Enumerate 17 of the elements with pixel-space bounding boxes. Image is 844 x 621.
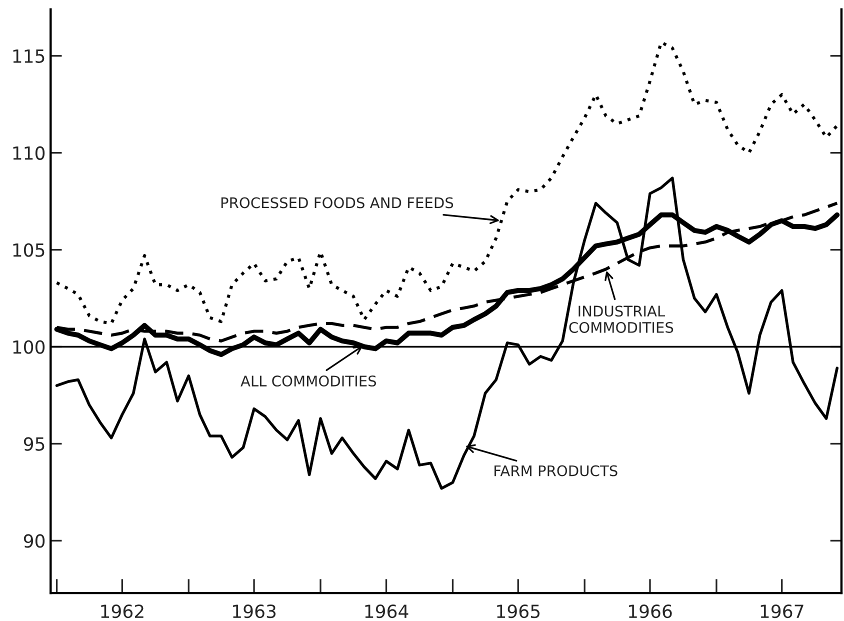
annotation: INDUSTRIAL COMMODITIES bbox=[569, 306, 674, 333]
annotation: PROCESSED FOODS AND FEEDS bbox=[221, 197, 454, 208]
x-tick-label: 1964 bbox=[365, 604, 408, 618]
annotation: ALL COMMODITIES bbox=[240, 376, 376, 387]
y-tick-label: 100 bbox=[13, 340, 45, 354]
x-tick-label: 1966 bbox=[629, 604, 672, 618]
y-tick-label: 90 bbox=[24, 534, 45, 548]
x-tick-label: 1967 bbox=[760, 604, 804, 618]
y-tick-label: 110 bbox=[13, 146, 45, 160]
line-series bbox=[55, 176, 839, 490]
x-tick-label: 1963 bbox=[233, 604, 276, 618]
y-tick-label: 95 bbox=[24, 437, 44, 451]
annotation: FARM PRODUCTS bbox=[494, 465, 618, 476]
x-tick-label: 1962 bbox=[101, 604, 144, 618]
y-tick-label: 115 bbox=[13, 50, 44, 63]
x-tick-label: 1965 bbox=[497, 604, 540, 618]
y-tick-label: 105 bbox=[13, 243, 44, 257]
